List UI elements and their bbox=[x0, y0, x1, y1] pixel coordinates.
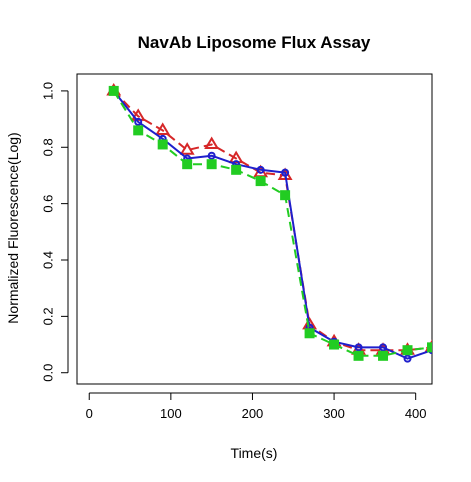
data-point bbox=[256, 165, 265, 174]
data-point bbox=[157, 139, 168, 150]
series-line-0 bbox=[112, 90, 432, 352]
x-axis-label: Time(s) bbox=[231, 445, 278, 461]
data-point bbox=[304, 328, 315, 339]
y-tick-label: 1.0 bbox=[41, 82, 56, 100]
data-point bbox=[179, 142, 195, 155]
data-point bbox=[134, 117, 143, 126]
y-tick-label: 0.8 bbox=[41, 138, 56, 156]
x-axis: 0 100 200 300 400 bbox=[86, 392, 427, 421]
data-point bbox=[379, 343, 388, 352]
data-point bbox=[182, 159, 193, 170]
x-tick-label: 400 bbox=[405, 406, 427, 421]
data-point bbox=[206, 159, 217, 170]
data-point bbox=[231, 164, 242, 175]
x-tick-label: 300 bbox=[323, 406, 345, 421]
x-tick-label: 0 bbox=[86, 406, 93, 421]
data-point bbox=[281, 168, 290, 177]
data-point bbox=[329, 339, 340, 350]
data-point bbox=[402, 345, 413, 356]
data-point bbox=[353, 350, 364, 361]
y-axis-label: Normalized Fluorescence(Log) bbox=[5, 132, 21, 323]
data-point bbox=[133, 125, 144, 136]
x-tick-label: 100 bbox=[160, 406, 182, 421]
y-tick-label: 0.6 bbox=[41, 195, 56, 213]
data-point bbox=[204, 136, 220, 150]
data-point bbox=[280, 190, 291, 201]
y-tick-label: 0.0 bbox=[41, 364, 56, 382]
y-tick-label: 0.4 bbox=[41, 251, 56, 269]
series-0 bbox=[106, 82, 432, 355]
series-2 bbox=[108, 85, 432, 361]
data-point bbox=[403, 354, 412, 363]
plot-area bbox=[76, 73, 433, 385]
chart-title: NavAb Liposome Flux Assay bbox=[138, 33, 371, 52]
data-point bbox=[155, 122, 171, 135]
plot-frame bbox=[76, 73, 433, 385]
data-point bbox=[108, 85, 119, 96]
data-point bbox=[354, 343, 363, 352]
y-axis: 0.0 0.2 0.4 0.6 0.8 1.0 bbox=[41, 82, 69, 382]
y-tick-label: 0.2 bbox=[41, 307, 56, 325]
data-point bbox=[427, 342, 432, 353]
data-point bbox=[255, 176, 266, 187]
series-line-1 bbox=[112, 90, 432, 360]
x-tick-label: 200 bbox=[242, 406, 264, 421]
data-point bbox=[207, 151, 216, 160]
data-point bbox=[378, 350, 389, 361]
